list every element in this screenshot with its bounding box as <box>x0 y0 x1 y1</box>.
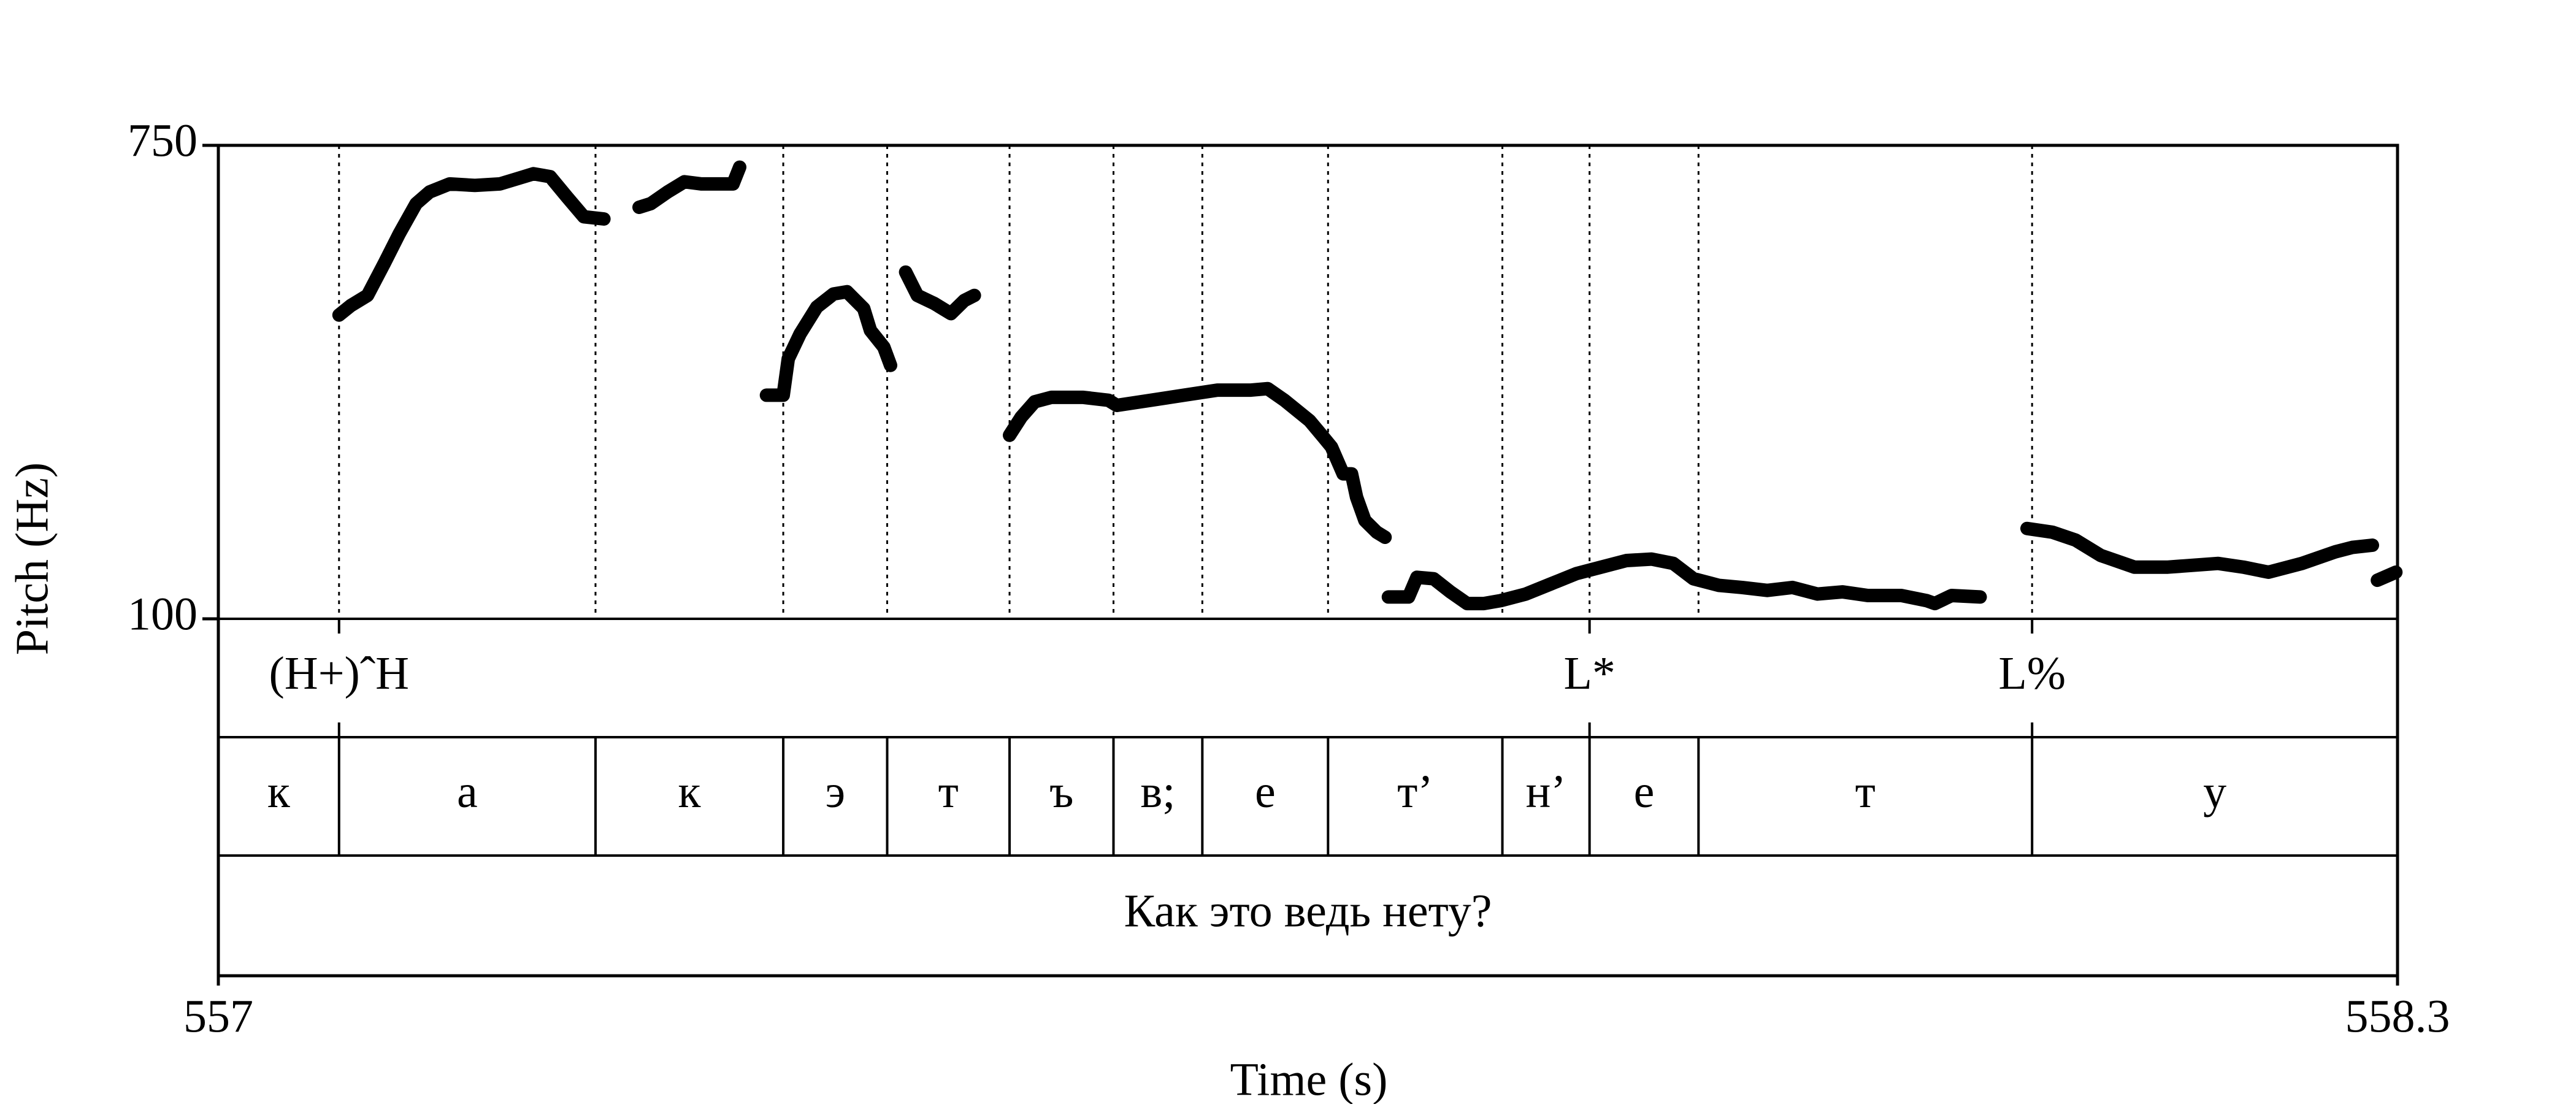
pitch-track <box>332 160 2403 611</box>
x-tick-label: 557 <box>183 990 253 1042</box>
x-tick-label: 558.3 <box>2345 990 2450 1042</box>
interval-label: н’ <box>1526 766 1566 818</box>
interval-label: э <box>825 766 845 818</box>
x-axis-label: Time (s) <box>1230 1054 1388 1104</box>
interval-label: Как это ведь нету? <box>1124 885 1492 937</box>
y-tick-label: 100 <box>128 588 197 640</box>
point-label: L* <box>1563 648 1615 699</box>
interval-label: т <box>938 766 959 818</box>
interval-label: т’ <box>1397 766 1433 818</box>
interval-label: е <box>1634 766 1655 818</box>
interval-label: т <box>1855 766 1876 818</box>
interval-label: в; <box>1140 766 1175 818</box>
interval-label: у <box>2203 766 2226 818</box>
point-label: L% <box>1998 648 2066 699</box>
point-label: (H+)ˆH <box>269 648 410 699</box>
plot-frame <box>217 144 2399 978</box>
interval-label: к <box>267 766 290 818</box>
interval-label: а <box>457 766 478 818</box>
interval-label: к <box>678 766 701 818</box>
y-tick-label: 750 <box>128 115 197 166</box>
interval-label: е <box>1255 766 1276 818</box>
interval-label: ъ <box>1049 766 1073 818</box>
y-axis-label: Pitch (Hz) <box>6 462 58 655</box>
